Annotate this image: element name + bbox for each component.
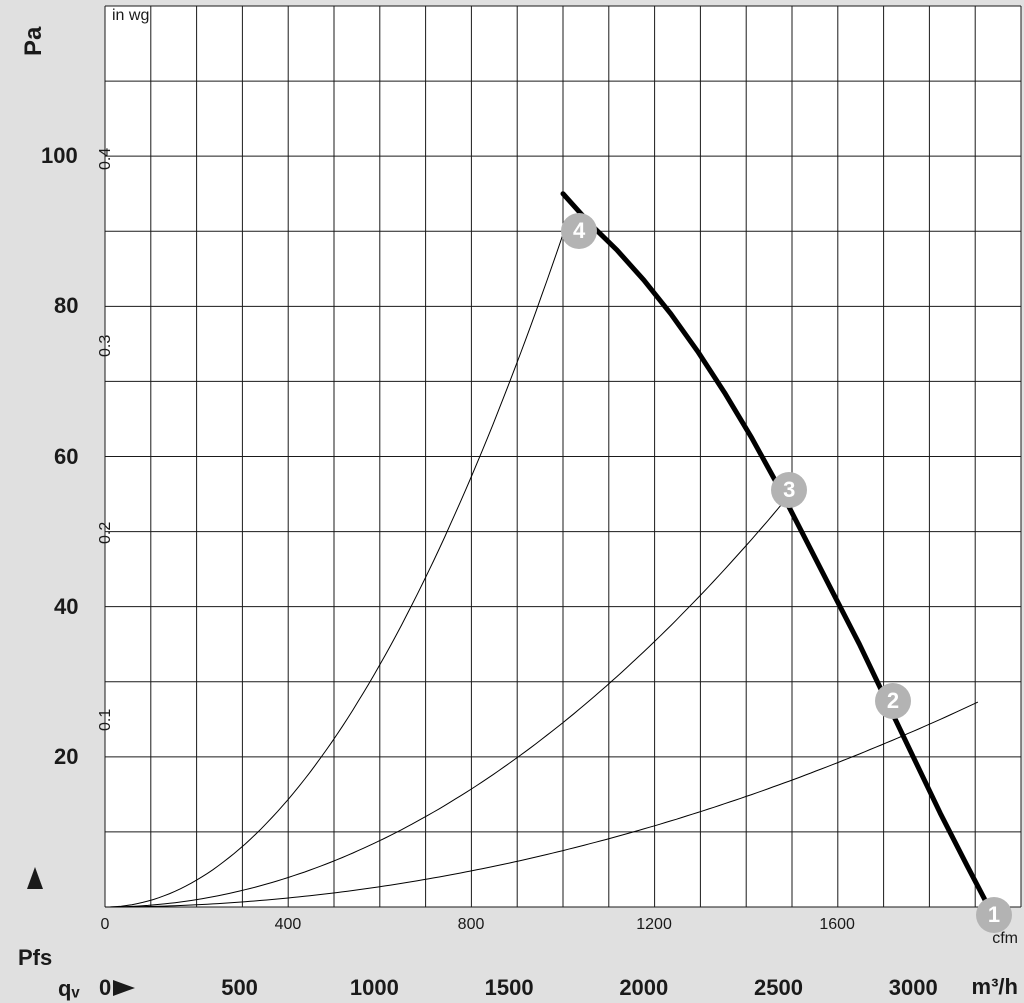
tick-label: 2500 bbox=[754, 975, 803, 1001]
tick-label: 0 bbox=[99, 975, 111, 1001]
tick-label: 500 bbox=[221, 975, 258, 1001]
pfs-text: Pfs bbox=[18, 945, 52, 970]
plot-svg bbox=[0, 0, 1024, 1003]
tick-label: 1600 bbox=[819, 916, 855, 934]
tick-label-secondary-y: 0.4 bbox=[97, 148, 115, 170]
tick-label: 400 bbox=[275, 916, 302, 934]
tick-label-secondary-y: 0.1 bbox=[97, 709, 115, 731]
curve-badge-3: 3 bbox=[771, 472, 807, 508]
tick-label: 0 bbox=[101, 916, 110, 934]
curve-badge-1: 1 bbox=[976, 897, 1012, 933]
tick-label: 3000 bbox=[889, 975, 938, 1001]
tick-label: 20 bbox=[54, 744, 78, 770]
qv-text: qᵥ bbox=[58, 976, 79, 1001]
x-axis-secondary-label: cfm bbox=[992, 930, 1018, 948]
tick-label: 40 bbox=[54, 594, 78, 620]
tick-label-secondary-y: 0.3 bbox=[97, 335, 115, 357]
tick-label: 60 bbox=[54, 444, 78, 470]
tick-label: 1500 bbox=[485, 975, 534, 1001]
y-axis-secondary-label: in wg bbox=[112, 7, 149, 25]
curve-badge-2: 2 bbox=[875, 683, 911, 719]
tick-label: 1000 bbox=[350, 975, 399, 1001]
curve-badge-4: 4 bbox=[561, 213, 597, 249]
y-axis-arrow-label: Pfs bbox=[18, 945, 52, 971]
tick-label: 2000 bbox=[619, 975, 668, 1001]
x-axis-arrow-label: qᵥ bbox=[58, 976, 79, 1002]
tick-label: 800 bbox=[458, 916, 485, 934]
tick-label: 1200 bbox=[636, 916, 672, 934]
x-axis-primary-label: m³/h bbox=[972, 974, 1018, 1000]
tick-label-secondary-y: 0.2 bbox=[97, 522, 115, 544]
y-axis-primary-label: Pa bbox=[20, 27, 48, 56]
tick-label: 100 bbox=[41, 143, 78, 169]
chart-container: Pa in wg Pfs qᵥ m³/h cfm 204060801000.10… bbox=[0, 0, 1024, 1003]
tick-label: 80 bbox=[54, 293, 78, 319]
